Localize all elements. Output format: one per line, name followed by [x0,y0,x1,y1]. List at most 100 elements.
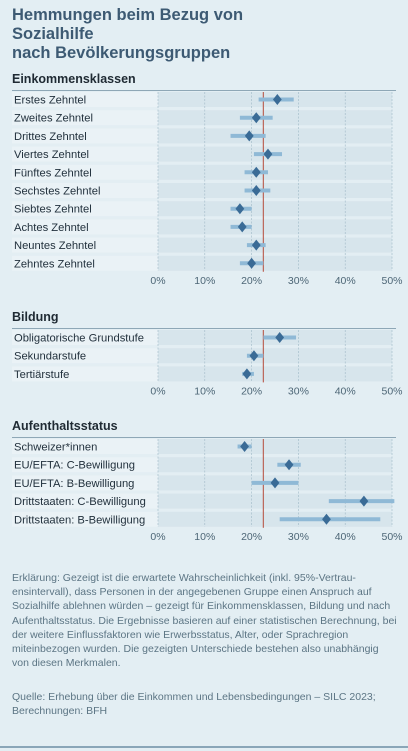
plot-row-band [158,439,392,454]
estimate-marker [249,350,259,362]
chart-title-line-2: nach Bevölkerungsgruppen [12,44,231,62]
panel-title-einkommensklassen: Einkommensklassen [12,72,136,86]
estimate-marker [284,459,294,471]
estimate-marker [244,130,254,142]
estimate-marker [251,112,261,124]
chart-title-line-1: Hemmungen beim Bezug von Sozialhilfe [12,6,244,43]
category-label: Sechstes Zehntel [14,186,100,198]
category-label: EU/EFTA: B-Bewilligung [14,478,134,490]
x-tick-label: 20% [241,275,262,287]
x-tick-label: 10% [194,531,215,543]
x-tick-label: 0% [150,275,165,287]
x-tick-label: 30% [288,275,309,287]
plot-row-band [158,183,392,198]
x-tick-label: 10% [194,386,215,398]
estimate-marker [322,513,331,525]
panel-divider [12,90,396,91]
chart-title: Hemmungen beim Bezug von Sozialhilfe nac… [12,6,312,63]
label-cell [12,219,158,235]
plot-row-band [158,164,392,180]
plot-row-band [158,493,392,509]
explanation-note: Erklärung: Gezeigt ist die erwartete Wah… [12,572,397,670]
category-label: Zehntes Zehntel [14,258,95,270]
panel-divider [12,328,396,329]
label-cell [12,164,158,180]
plot-row-band [158,255,392,271]
plot-row-band [158,366,392,382]
estimate-marker [272,94,282,105]
x-tick-label: 40% [335,531,356,543]
label-cell [12,92,158,107]
x-tick-label: 40% [335,386,356,398]
x-tick-label: 50% [381,275,402,287]
plot-row-band [158,201,392,217]
category-label: Drittstaaten: C-Bewilligung [14,496,146,508]
estimate-marker [263,148,273,160]
panel-title-aufenthaltsstatus: Aufenthaltsstatus [12,419,118,433]
plot-row-band [158,348,392,364]
plot-row-band [158,110,392,126]
category-label: Sekundarstufe [14,351,86,363]
estimate-marker [242,368,252,380]
x-tick-label: 50% [381,386,402,398]
estimate-marker [251,185,261,196]
estimate-marker [240,441,249,452]
bottom-divider [0,746,408,748]
estimate-marker [251,239,261,251]
category-label: Schweizer*innen [14,442,97,454]
x-tick-label: 20% [241,531,262,543]
x-tick-label: 20% [241,386,262,398]
estimate-marker [275,332,285,343]
label-cell [12,128,158,144]
panel-title-bildung: Bildung [12,310,59,324]
x-tick-label: 10% [194,275,215,287]
estimate-marker [251,166,261,178]
panel-divider [12,437,396,438]
source-note: Quelle: Erhebung über die Einkommen und … [12,691,376,718]
label-cell [12,348,158,364]
x-tick-label: 30% [288,386,309,398]
label-cell [12,511,158,527]
category-label: Obligatorische Grundstufe [14,333,144,345]
label-cell [12,183,158,198]
x-tick-label: 0% [150,386,165,398]
estimate-marker [270,477,280,489]
label-cell [12,330,158,345]
category-label: Drittes Zehntel [14,131,87,143]
category-label: Tertiärstufe [14,369,69,381]
education-panel: Obligatorische Grundstufe Sekundarstufe Te… [12,330,403,398]
label-cell [12,110,158,126]
x-tick-label: 40% [335,275,356,287]
category-label: Fünftes Zehntel [14,167,92,179]
x-tick-label: 30% [288,531,309,543]
label-cell [12,475,158,491]
category-label: Siebtes Zehntel [14,204,92,216]
plot-row-band [158,457,392,473]
category-label: EU/EFTA: C-Bewilligung [14,460,135,472]
label-cell [12,457,158,473]
estimate-marker [237,221,247,233]
estimate-marker [359,495,369,507]
category-label: Viertes Zehntel [14,149,89,161]
label-cell [12,439,158,454]
label-cell [12,366,158,382]
residence-status-panel: Schweizer*innen EU/EFTA: C-Bewilligung EU/… [12,439,403,543]
category-label: Erstes Zehntel [14,95,86,107]
income-panel: Erstes Zehntel Zweites Zehntel Drittes Zeh… [12,92,403,287]
category-label: Neuntes Zehntel [14,240,96,252]
plot-row-band [158,128,392,144]
category-label: Achtes Zehntel [14,222,89,234]
label-cell [12,493,158,509]
x-tick-label: 0% [150,531,165,543]
category-label: Zweites Zehntel [14,113,93,125]
plot-row-band [158,237,392,253]
label-cell [12,255,158,271]
label-cell [12,146,158,162]
estimate-marker [235,203,245,215]
x-tick-label: 50% [381,531,402,543]
label-cell [12,201,158,217]
label-cell [12,237,158,253]
category-label: Drittstaaten: B-Bewilligung [14,514,145,526]
plot-row-band [158,219,392,235]
estimate-marker [247,257,256,269]
